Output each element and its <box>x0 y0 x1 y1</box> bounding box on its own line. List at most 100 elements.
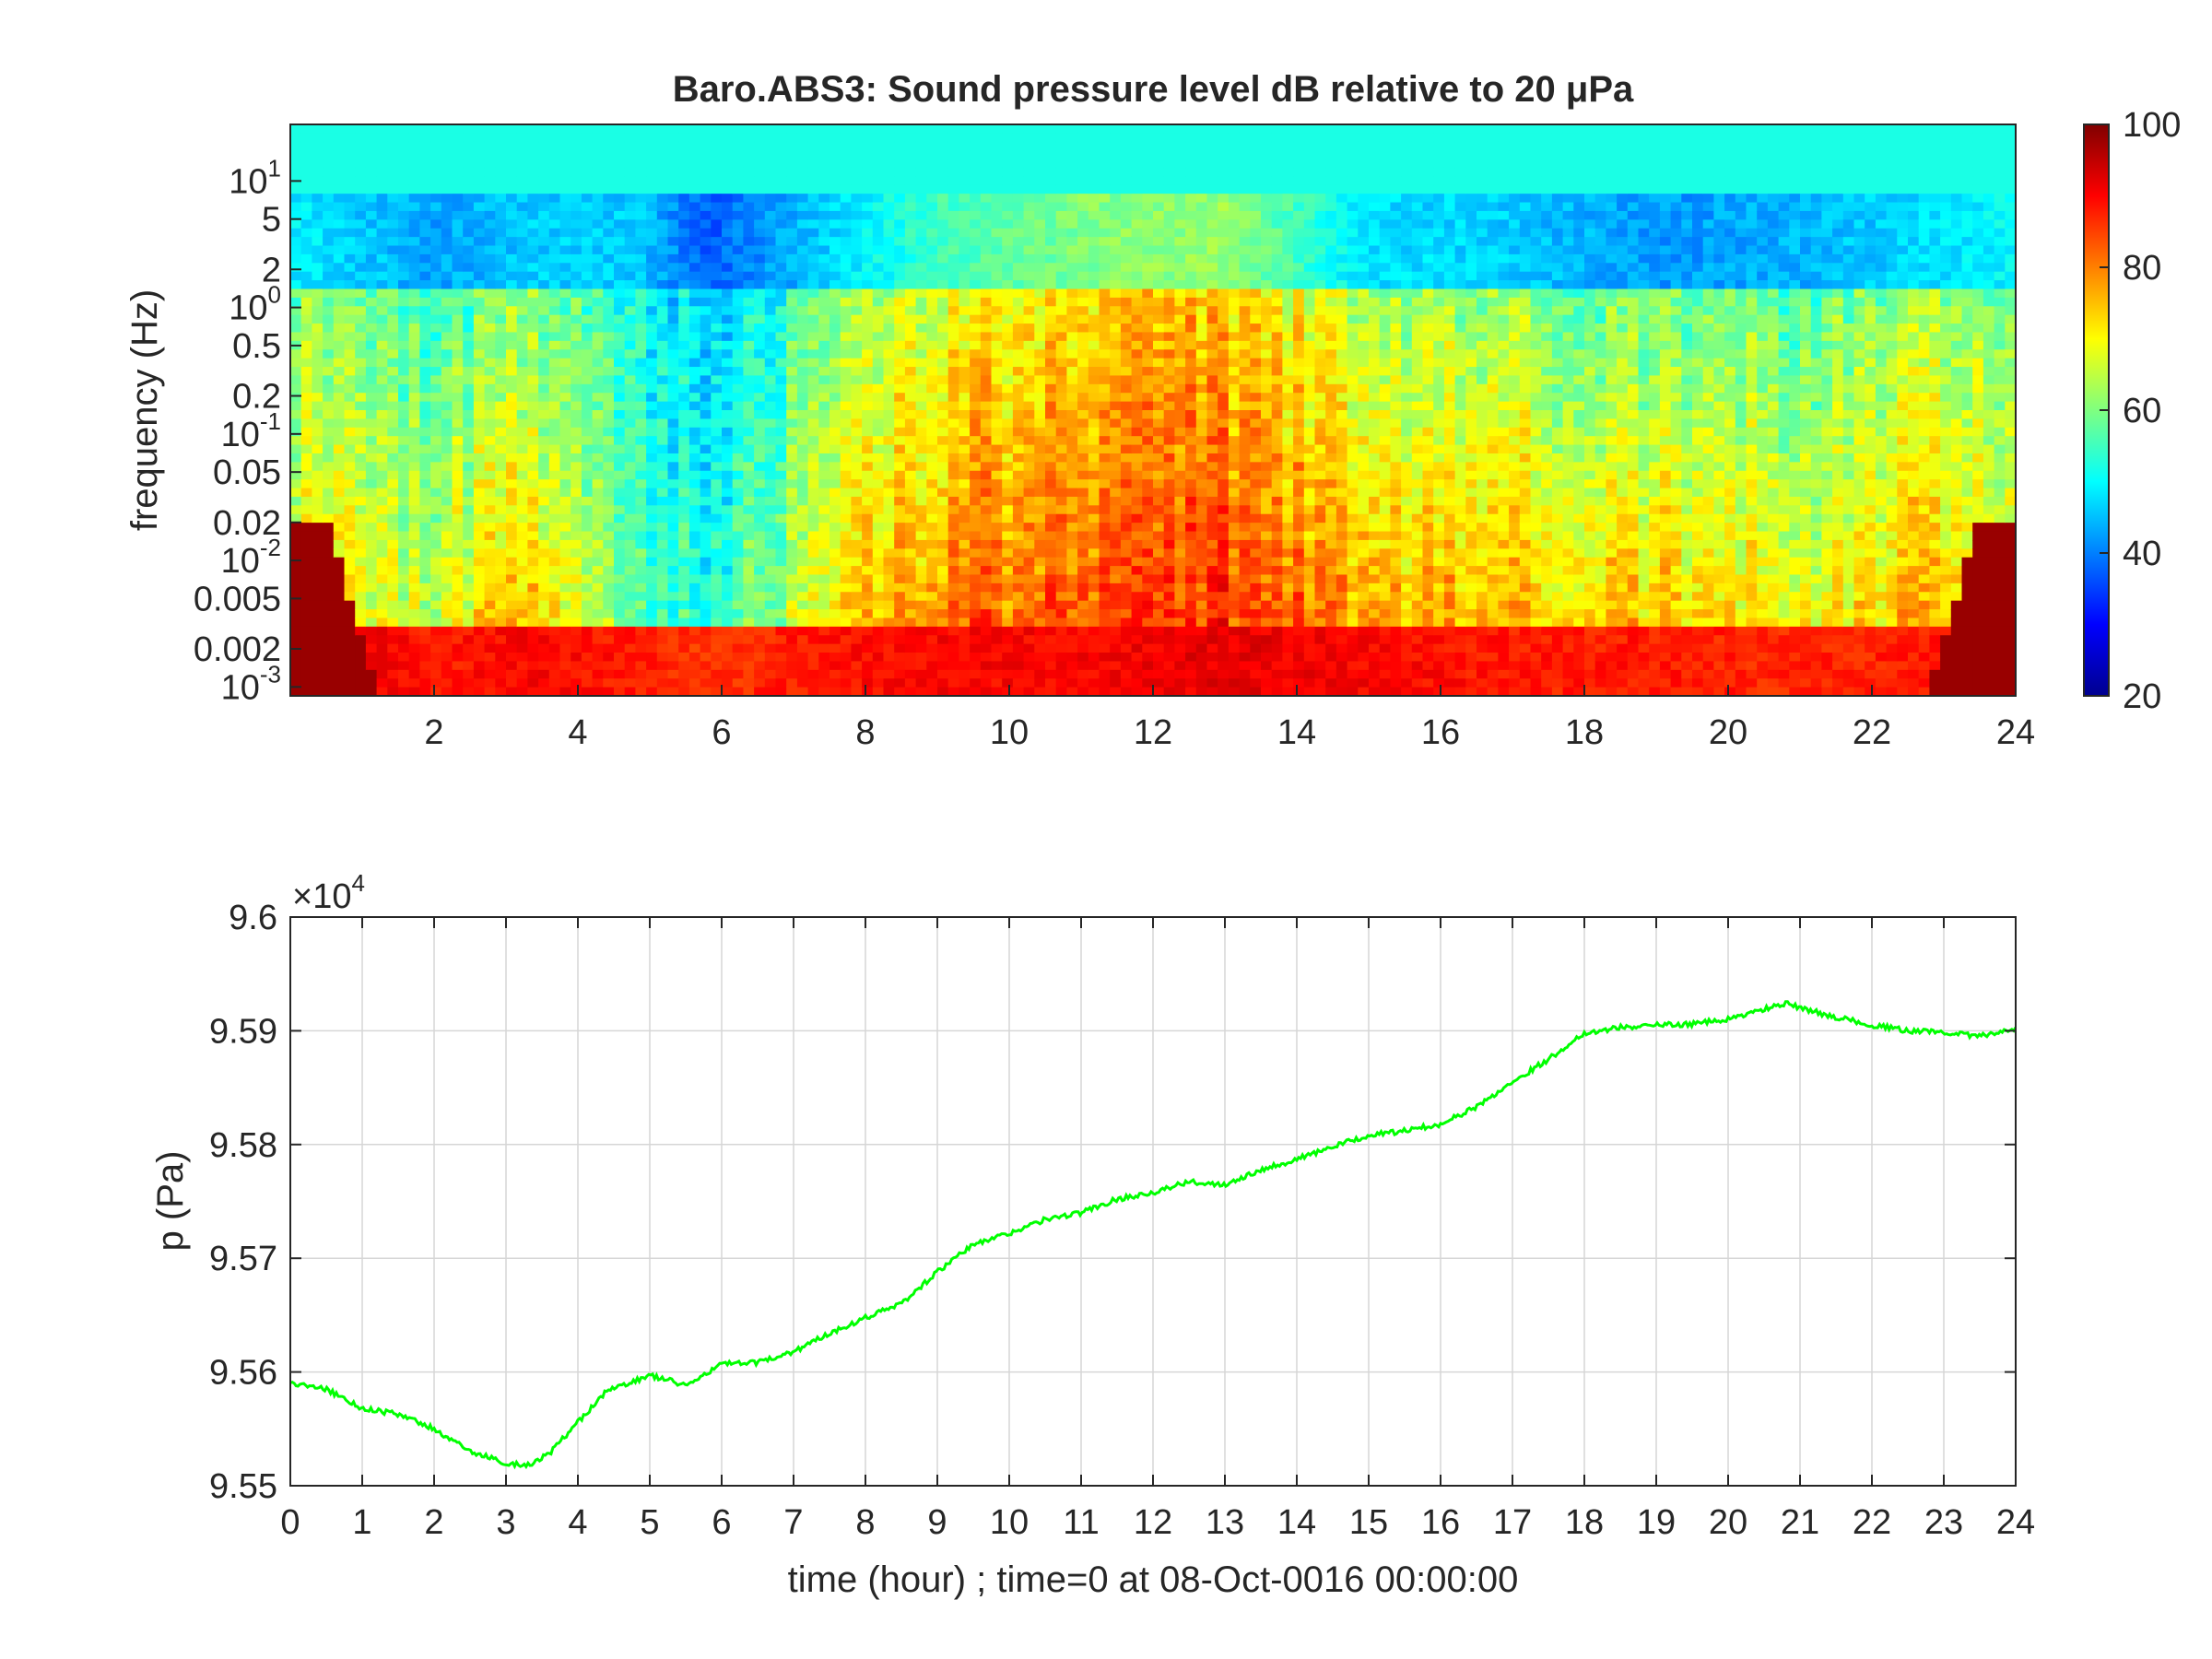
spectrogram-cell <box>722 245 734 255</box>
spectrogram-cell <box>1012 505 1025 515</box>
spectrogram-cell <box>656 288 669 299</box>
spectrogram-cell <box>970 324 982 334</box>
spectrogram-cell <box>1088 618 1100 628</box>
spectrogram-cell <box>851 219 863 229</box>
spectrogram-cell <box>419 523 431 533</box>
spectrogram-cell <box>290 358 302 368</box>
spectrogram-cell <box>495 237 507 247</box>
spectrogram-cell <box>430 592 442 602</box>
spectrogram-cell <box>300 653 312 663</box>
spectrogram-cell <box>344 349 356 359</box>
spectrogram-cell <box>1034 653 1046 663</box>
spectrogram-cell <box>441 167 453 177</box>
spectrogram-cell <box>926 470 938 480</box>
spectrogram-cell <box>376 167 388 177</box>
spectrogram-cell <box>592 297 604 307</box>
spectrogram-cell <box>592 332 604 342</box>
spectrogram-cell <box>365 436 378 446</box>
spectrogram-cell <box>365 271 378 281</box>
spectrogram-cell <box>1002 609 1014 619</box>
spectrogram-cell <box>376 453 388 463</box>
spectrogram-cell <box>980 245 993 255</box>
spectrogram-cell <box>538 401 550 411</box>
spectrogram-cell <box>764 194 777 204</box>
spectrogram-cell <box>452 150 464 160</box>
spectrogram-cell <box>667 245 679 255</box>
spectrogram-cell <box>300 150 312 160</box>
spectrogram-cell <box>646 375 658 385</box>
spectrogram-cell <box>678 687 690 696</box>
spectrogram-cell <box>571 444 582 454</box>
spectrogram-cell <box>1077 592 1089 602</box>
spectrogram-cell <box>937 314 949 324</box>
spectrogram-cell <box>678 210 690 220</box>
spectrogram-cell <box>463 470 475 480</box>
spectrogram-cell <box>775 505 787 515</box>
spectrogram-cell <box>323 297 335 307</box>
spectrogram-cell <box>538 574 550 584</box>
spectrogram-cell <box>344 436 356 446</box>
spectrogram-cell <box>764 523 777 533</box>
spectrogram-cell <box>355 228 367 238</box>
spectrogram-cell <box>872 505 885 515</box>
spectrogram-cell <box>592 383 604 394</box>
spectrogram-cell <box>614 600 626 610</box>
spectrogram-cell <box>323 513 335 524</box>
spectrogram-cell <box>603 609 615 619</box>
spectrogram-cell <box>1002 332 1014 342</box>
spectrogram-cell <box>667 253 679 264</box>
spectrogram-cell <box>883 548 895 559</box>
spectrogram-cell <box>398 288 410 299</box>
spectrogram-cell <box>947 184 959 194</box>
spectrogram-cell <box>743 141 755 151</box>
spectrogram-cell <box>818 479 830 489</box>
spectrogram-cell <box>463 539 475 549</box>
spectrogram-cell <box>796 159 809 169</box>
spectrogram-cell <box>711 496 723 506</box>
spectrogram-cell <box>904 297 917 307</box>
spectrogram-cell <box>970 141 982 151</box>
spectrogram-cell <box>548 367 561 377</box>
spectrogram-cell <box>862 288 874 299</box>
spectrogram-cell <box>430 574 442 584</box>
spectrogram-cell <box>452 410 464 419</box>
spectrogram-cell <box>722 505 734 515</box>
spectrogram-cell <box>851 505 863 515</box>
spectrogram-cell <box>1055 253 1067 264</box>
spectrogram-cell <box>463 661 475 671</box>
spectrogram-cell <box>807 141 819 151</box>
spectrogram-cell <box>1055 245 1067 255</box>
spectrogram-cell <box>452 566 464 576</box>
spectrogram-cell <box>516 349 528 359</box>
spectrogram-cell <box>398 678 410 688</box>
spectrogram-cell <box>796 349 809 359</box>
spectrogram-cell <box>711 375 723 385</box>
spectrogram-cell <box>376 176 388 186</box>
spectrogram-cell <box>365 383 378 394</box>
spectrogram-cell <box>548 539 561 549</box>
spectrogram-cell <box>581 513 594 524</box>
spectrogram-cell <box>883 194 895 204</box>
spectrogram-cell <box>624 600 636 610</box>
spectrogram-cell <box>904 574 917 584</box>
spectrogram-cell <box>614 184 626 194</box>
spectrogram-cell <box>1045 167 1057 177</box>
spectrogram-cell <box>1002 367 1014 377</box>
spectrogram-cell <box>312 159 324 169</box>
spectrogram-cell <box>862 618 874 628</box>
spectrogram-cell <box>754 505 766 515</box>
spectrogram-cell <box>441 653 453 663</box>
spectrogram-cell <box>1077 237 1089 247</box>
spectrogram-cell <box>1088 436 1100 446</box>
spectrogram-cell <box>398 653 410 663</box>
spectrogram-cell <box>1045 678 1057 688</box>
spectrogram-cell <box>1045 280 1057 290</box>
spectrogram-cell <box>571 288 582 299</box>
spectrogram-cell <box>452 557 464 567</box>
spectrogram-cell <box>991 297 1003 307</box>
spectrogram-cell <box>894 574 906 584</box>
spectrogram-cell <box>484 202 496 212</box>
spectrogram-cell <box>516 280 528 290</box>
spectrogram-cell <box>365 618 378 628</box>
spectrogram-cell <box>711 393 723 403</box>
